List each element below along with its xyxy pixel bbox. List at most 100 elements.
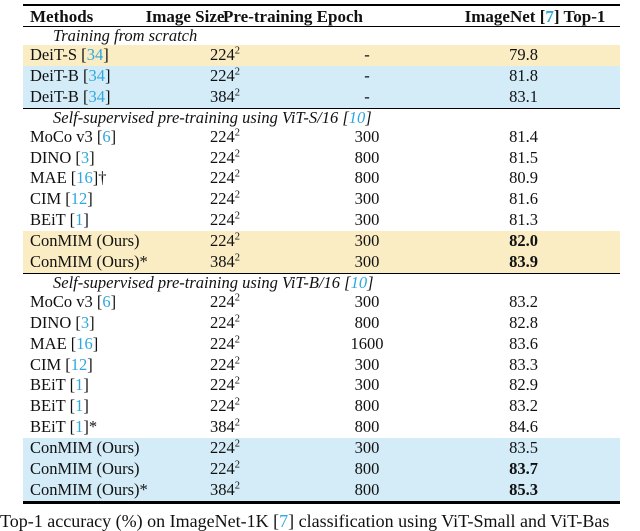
- image-size-exponent: 2: [234, 210, 240, 222]
- top1-value: 81.5: [509, 147, 538, 167]
- method-name: ConMIM (Ours): [30, 459, 140, 479]
- image-size-exponent: 2: [234, 480, 240, 492]
- top1-cell: 85.3: [427, 480, 620, 501]
- method-suffix: ]: [89, 312, 95, 332]
- top1-value: 82.9: [509, 375, 538, 395]
- image-size-exponent: 2: [234, 355, 240, 367]
- image-size-cell: 2242: [143, 292, 307, 313]
- image-size-value: 224: [210, 291, 235, 311]
- image-size-exponent: 2: [234, 87, 240, 99]
- top1-cell: 82.0: [427, 231, 620, 252]
- image-size-cell: 2242: [143, 375, 307, 396]
- method-name: ConMIM (Ours)*: [30, 479, 148, 499]
- image-size-cell: 2242: [143, 334, 307, 355]
- method-suffix: ]: [110, 291, 117, 311]
- image-size-exponent: 2: [234, 334, 240, 346]
- method-name: DeiT-S [: [30, 45, 87, 64]
- top1-value: 83.1: [509, 86, 538, 106]
- image-size-exponent: 2: [234, 168, 240, 180]
- method-suffix: ]: [89, 147, 95, 167]
- table-row: MAE [16] 2242 1600 83.6: [23, 334, 620, 355]
- top1-cell: 81.6: [427, 189, 620, 210]
- epoch-cell: 300: [354, 375, 380, 395]
- citation-ref: 12: [70, 189, 88, 209]
- method-name: BEiT [: [30, 417, 76, 437]
- image-size-value: 384: [210, 479, 235, 499]
- epoch-cell: 300: [354, 354, 380, 374]
- method-cell: ConMIM (Ours): [23, 438, 143, 459]
- method-name: CIM [: [30, 189, 71, 209]
- top1-cell: 82.8: [427, 313, 620, 334]
- method-cell: CIM [12]: [23, 189, 143, 210]
- method-name: MoCo v3 [: [30, 126, 103, 146]
- epoch-cell: 300: [354, 438, 380, 458]
- image-size-value: 224: [210, 396, 235, 416]
- method-cell: BEiT [1]*: [23, 417, 143, 438]
- top1-value: 79.8: [509, 45, 538, 64]
- section-title-close: ]: [367, 272, 374, 292]
- section-title-text: Training from scratch: [53, 26, 198, 45]
- epoch-cell: 300: [354, 210, 380, 230]
- image-size-cell: 2242: [143, 189, 307, 210]
- method-cell: MAE [16]: [23, 334, 143, 355]
- citation-ref: 1: [75, 375, 84, 395]
- method-name: ConMIM (Ours)*: [30, 252, 148, 272]
- method-name: DeiT-B [: [30, 65, 89, 85]
- caption-text-start: Top-1 accuracy (%) on ImageNet-1K [: [0, 510, 280, 531]
- image-size-cell: 2242: [143, 66, 307, 87]
- top1-value: 85.3: [509, 479, 538, 499]
- image-size-exponent: 2: [234, 127, 240, 139]
- citation-ref: 7: [545, 7, 554, 26]
- top1-value: 81.6: [509, 189, 538, 209]
- table-row: DINO [3] 2242 800 82.8: [23, 313, 620, 334]
- top1-value: 83.6: [509, 333, 538, 353]
- top1-value: 83.2: [509, 291, 538, 311]
- method-suffix: ]: [105, 86, 111, 106]
- section-title-text: Self-supervised pre-training using ViT-S…: [53, 107, 349, 127]
- image-size-cell: 3842: [143, 480, 307, 501]
- image-size-cell: 2242: [143, 168, 307, 189]
- header-pretraining-epoch: Pre-training Epoch: [223, 7, 363, 26]
- image-size-exponent: 2: [234, 313, 240, 325]
- image-size-value: 384: [210, 252, 235, 272]
- epoch-cell: -: [364, 86, 370, 106]
- method-name: CIM [: [30, 354, 71, 374]
- image-size-exponent: 2: [234, 417, 240, 429]
- top1-cell: 83.2: [427, 292, 620, 313]
- citation-ref: 12: [70, 354, 88, 374]
- image-size-cell: 2242: [143, 355, 307, 376]
- top1-value: 83.5: [509, 438, 538, 458]
- epoch-cell: 800: [354, 312, 380, 332]
- citation-ref: 3: [80, 312, 90, 332]
- image-size-cell: 2242: [143, 313, 307, 334]
- image-size-cell: 2242: [143, 459, 307, 480]
- table-row: ConMIM (Ours)* 3842 800 85.3: [23, 479, 620, 501]
- caption-text-end: ] classification using ViT-Small and ViT…: [288, 510, 610, 531]
- top1-cell: 79.8: [427, 45, 620, 66]
- method-suffix: ]: [92, 333, 99, 353]
- table-row: DeiT-B [34] 3842 - 83.1: [23, 86, 620, 108]
- epoch-cell: -: [364, 65, 370, 85]
- method-name: MoCo v3 [: [30, 291, 103, 311]
- top1-cell: 83.6: [427, 334, 620, 355]
- method-cell: ConMIM (Ours): [23, 231, 143, 252]
- top1-value: 80.9: [509, 168, 538, 188]
- top1-cell: 81.3: [427, 210, 620, 231]
- image-size-value: 224: [210, 438, 235, 458]
- table-section: Self-supervised pre-training using ViT-B…: [23, 272, 620, 501]
- table-row: DeiT-S [34] 2242 - 79.8: [23, 45, 620, 66]
- image-size-exponent: 2: [234, 148, 240, 160]
- method-name: ConMIM (Ours): [30, 438, 140, 458]
- table-row: DeiT-B [34] 2242 - 81.8: [23, 65, 620, 87]
- top1-cell: 83.3: [427, 355, 620, 376]
- top1-cell: 83.9: [427, 252, 620, 273]
- image-size-value: 224: [210, 189, 235, 209]
- method-cell: MoCo v3 [6]: [23, 292, 143, 313]
- image-size-cell: 2242: [143, 231, 307, 252]
- table-row: CIM [12] 2242 300 81.6: [23, 189, 620, 210]
- method-cell: ConMIM (Ours): [23, 459, 143, 480]
- table-row: DINO [3] 2242 800 81.5: [23, 148, 620, 169]
- table-row: BEiT [1] 2242 300 82.9: [23, 375, 620, 396]
- image-size-value: 224: [210, 354, 235, 374]
- image-size-exponent: 2: [234, 189, 240, 201]
